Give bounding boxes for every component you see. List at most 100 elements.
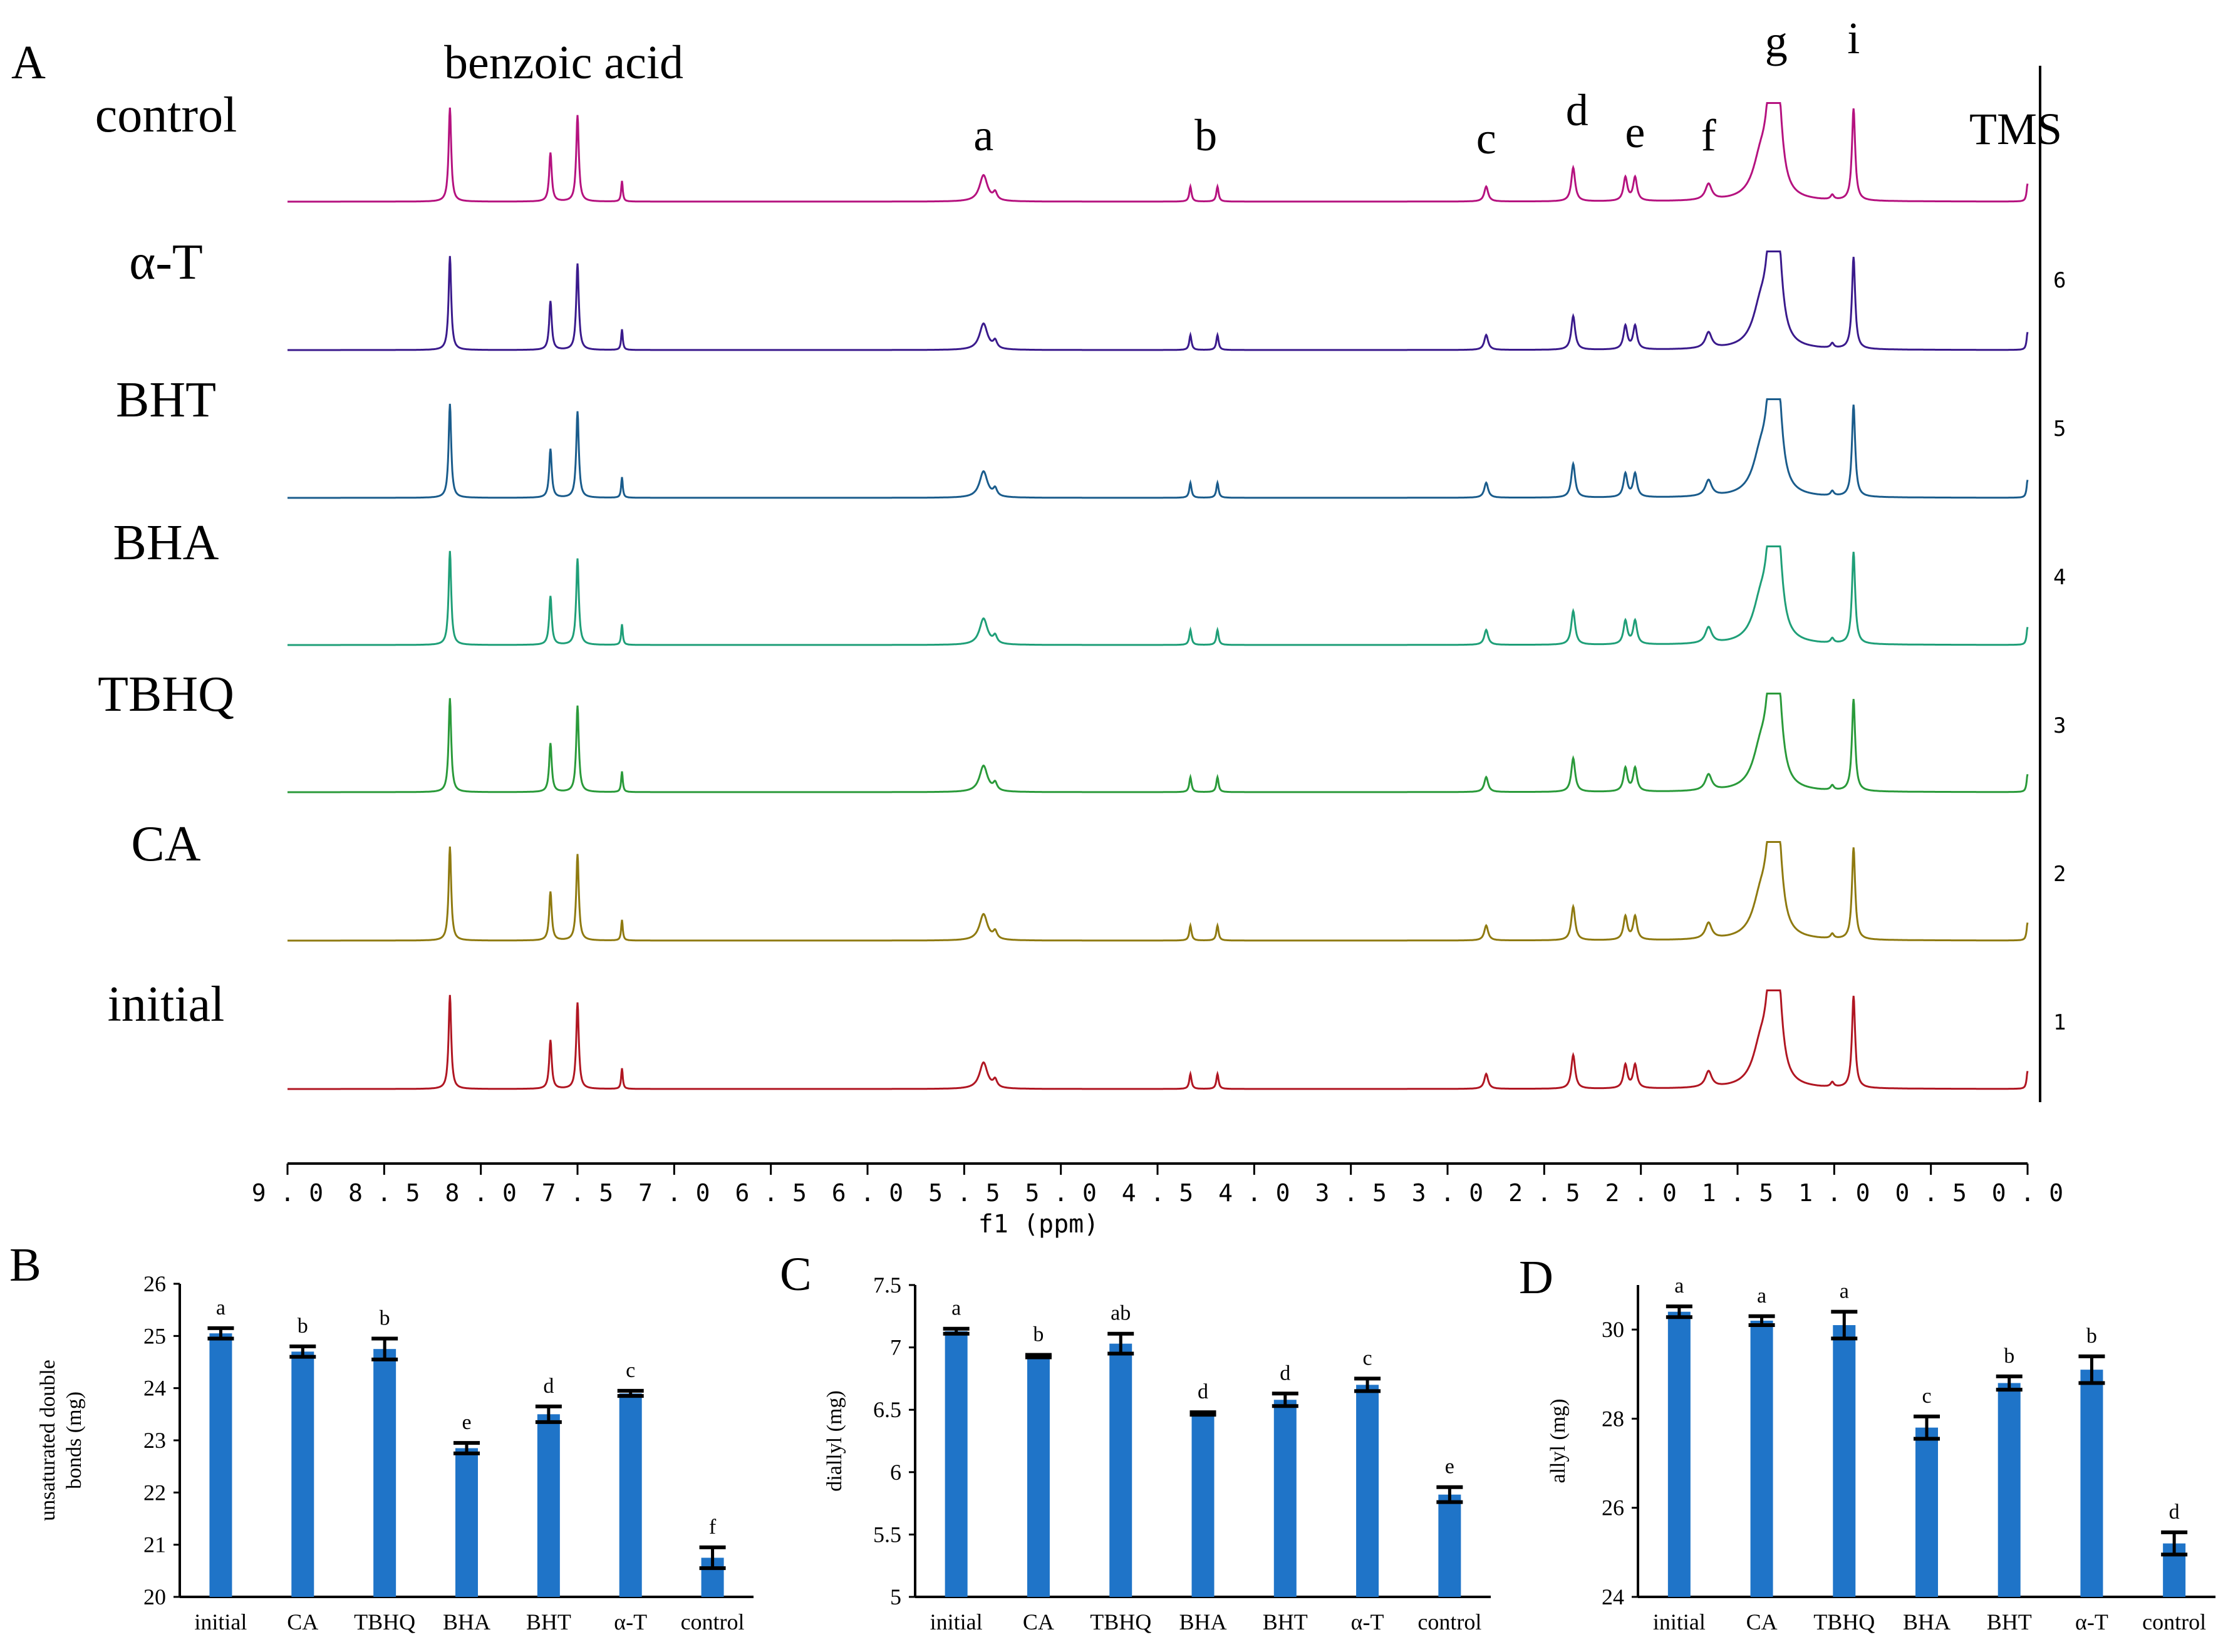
x-axis-ticks: 9 . 0 8 . 5 8 . 0 7 . 5 7 . 0 6 . 5 6 . 0 5 . 5… [252,1164,2063,1207]
significance-letter: a [1840,1280,1849,1303]
x-tick-label: 2 . 5 [1508,1179,1580,1207]
category-label: BHT [1263,1609,1308,1634]
category-label: control [2142,1609,2206,1634]
significance-letter: c [1363,1346,1372,1370]
bar-tbhq [1833,1325,1856,1597]
x-tick-label: 3 . 5 [1315,1179,1386,1207]
y-tick-label: 5 [890,1584,901,1609]
peak-label: a [973,110,993,160]
y-tick-label: 30 [1602,1317,1624,1342]
y-axis-label: diallyl (mg) [823,1390,846,1491]
peak-label: b [1194,110,1217,160]
bar-tbhq [1109,1343,1132,1597]
sample-label: α-T [129,235,202,290]
y-tick-label: 6 [890,1460,901,1485]
y-tick-label: 21 [143,1532,166,1557]
y-axis-label: unsaturated double [36,1360,60,1521]
bar-bha [455,1448,478,1597]
x-tick-label: 3 . 0 [1412,1179,1483,1207]
spectrum-ca [288,841,2029,942]
x-tick-label: 4 . 0 [1218,1179,1290,1207]
panel-c-diallyl: C 5 5.5 6 6.5 7 7.5 diallyl (mg) a initial b CA ab T… [780,1248,1491,1634]
x-tick-label: 1 . 0 [1798,1179,1870,1207]
significance-letter: b [2086,1324,2097,1348]
category-label: TBHQ [1813,1609,1875,1634]
x-tick-label: 5 . 5 [928,1179,1000,1207]
peak-label: g [1765,16,1788,66]
peak-label: c [1476,113,1496,163]
x-axis-label: f1 (ppm) [978,1210,1099,1239]
peak-label: TMS [1969,104,2062,154]
x-tick-label: 8 . 0 [445,1179,516,1207]
bar-ca [1750,1320,1773,1597]
panel-b-letter: B [9,1239,41,1291]
significance-letter: b [380,1307,390,1330]
bar-bha [1915,1427,1938,1597]
peak-labels: a b c d e fg i TMS [973,13,2062,163]
category-label: BHA [443,1609,490,1634]
peak-label: e [1625,107,1645,157]
x-tick-label: 9 . 0 [252,1179,323,1207]
category-label: BHT [526,1609,571,1634]
y-tick-label: 7 [890,1335,901,1360]
right-axis-tick-label: 1 [2053,1010,2066,1035]
significance-letter: b [1033,1323,1044,1346]
panel-d-letter: D [1519,1251,1553,1304]
x-tick-label: 4 . 5 [1122,1179,1193,1207]
spectrum-tbhq [288,693,2029,793]
x-tick-label: 0 . 5 [1895,1179,1966,1207]
significance-letter: d [2169,1500,2180,1524]
sample-labels: control α-T BHT BHA TBHQ CA initial [95,88,237,1032]
significance-letter: e [462,1411,471,1434]
y-tick-label: 26 [143,1271,166,1296]
y-tick-label: 28 [1602,1406,1624,1431]
category-label: BHT [1987,1609,2032,1634]
category-label: TBHQ [354,1609,415,1634]
y-tick-label: 24 [143,1376,166,1401]
x-tick-label: 8 . 5 [348,1179,420,1207]
significance-letter: a [1757,1284,1766,1308]
category-label: α-T [614,1609,647,1634]
category-label: BHA [1179,1609,1226,1634]
category-label: CA [287,1609,318,1634]
x-tick-label: 0 . 0 [1992,1179,2063,1207]
category-label: initial [930,1609,983,1634]
y-tick-label: 5.5 [873,1522,901,1547]
right-axis-tick-label: 2 [2053,862,2066,887]
y-tick-label: 22 [143,1480,166,1505]
category-label: initial [194,1609,247,1634]
category-label: control [681,1609,745,1634]
bar-ca [291,1351,314,1597]
y-tick-label: 24 [1602,1584,1624,1609]
x-tick-label: 6 . 5 [735,1179,806,1207]
significance-letter: f [709,1515,717,1539]
spectrum-t [288,250,2029,351]
significance-letter: b [298,1314,308,1338]
right-axis-ticks: 6 5 4 3 2 1 [2053,268,2066,1035]
significance-letter: ab [1111,1302,1131,1325]
spectrum-control [288,102,2029,203]
bar-tbhq [373,1349,396,1597]
right-axis-tick-label: 6 [2053,268,2066,293]
y-tick-label: 25 [143,1323,166,1348]
significance-letter: d [1198,1380,1208,1403]
right-axis-tick-label: 4 [2053,565,2066,590]
bar-initial [945,1331,968,1597]
bar-ca [1027,1356,1050,1597]
spectrum-bha [288,545,2029,646]
sample-label: initial [108,977,225,1032]
significance-letter: b [2004,1345,2014,1368]
sample-label: CA [131,817,200,872]
y-tick-label: 23 [143,1428,166,1453]
bar-t [2080,1370,2103,1597]
bar-control [1438,1494,1461,1597]
significance-letter: d [1280,1361,1290,1385]
significance-letter: e [1445,1455,1454,1479]
x-tick-label: 1 . 5 [1702,1179,1773,1207]
nmr-spectra [288,102,2029,1090]
x-tick-label: 7 . 0 [638,1179,710,1207]
x-tick-label: 7 . 5 [542,1179,613,1207]
y-tick-label: 26 [1602,1495,1624,1520]
category-label: CA [1746,1609,1778,1634]
